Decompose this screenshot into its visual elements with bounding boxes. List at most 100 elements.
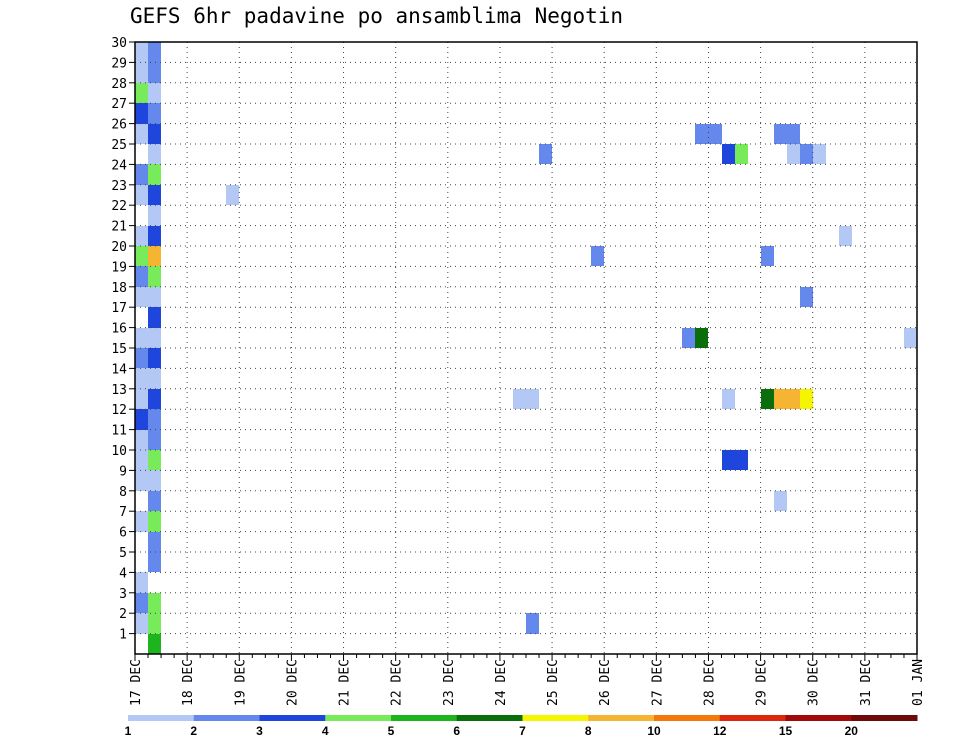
heatmap-cell [708,124,722,144]
heatmap-cell [135,83,148,103]
y-tick-label: 11 [111,424,127,439]
heatmap-cell [135,450,148,470]
heatmap-cell [148,613,161,634]
colorbar-label: 10 [647,724,661,738]
heatmap-cell [148,491,161,511]
y-tick-label: 14 [111,362,127,377]
heatmap-cell [148,246,161,266]
heatmap-cell [148,83,161,103]
heatmap-cell [135,572,148,593]
colorbar-label: 3 [256,724,263,738]
heatmap-cell [539,144,552,164]
heatmap-cell [695,328,708,348]
heatmap-cell [787,124,800,144]
heatmap-cell [148,124,161,144]
colorbar-label: 12 [713,724,727,738]
colorbar: 1 2 3 4 5 6 7 8 10 12 15 20 [125,715,918,738]
heatmap-cell [135,103,148,124]
heatmap-cell [135,62,148,83]
heatmap-cell [148,103,161,124]
x-tick-label: 25 DEC [546,659,561,706]
heatmap-cell [135,287,148,307]
y-tick-label: 2 [119,607,127,622]
y-tick-label: 6 [119,526,127,541]
colorbar-label: 1 [125,724,132,738]
y-tick-label: 7 [119,505,127,520]
y-tick-label: 28 [111,77,127,92]
y-tick-label: 5 [119,546,127,561]
x-tick-label: 28 DEC [702,659,717,706]
heatmap-cell [774,124,787,144]
heatmap-cell [761,389,774,409]
colorbar-swatch [654,715,721,721]
y-tick-label: 30 [111,36,127,51]
colorbar-swatch [128,715,195,721]
heatmap-cell [722,450,735,470]
heatmap-cell [148,348,161,368]
x-tick-label: 26 DEC [598,659,613,706]
colorbar-label: 5 [388,724,395,738]
x-tick-label: 30 DEC [807,659,822,706]
heatmap-cell [148,287,161,307]
x-tick-label: 24 DEC [494,659,509,706]
y-tick-label: 21 [111,220,127,235]
y-tick-label: 8 [119,485,127,500]
heatmap-cell [148,205,161,226]
heatmap-cell [148,185,161,205]
y-tick-label: 9 [119,464,127,479]
heatmap-cell [135,430,148,450]
x-tick-label: 31 DEC [859,659,874,706]
heatmap-cell [761,246,774,266]
chart-title: GEFS 6hr padavine po ansamblima Negotin [130,4,624,28]
x-tick-label: 27 DEC [650,659,665,706]
heatmap-cell [135,389,148,409]
colorbar-label: 20 [845,724,859,738]
colorbar-swatch [851,715,918,721]
x-tick-label: 21 DEC [338,659,353,706]
heatmap-cell [787,144,800,164]
colorbar-swatch [719,715,786,721]
colorbar-label: 2 [190,724,197,738]
heatmap-cell [722,144,735,164]
colorbar-swatch [193,715,260,721]
heatmap-cell [735,450,748,470]
y-tick-label: 15 [111,342,127,357]
heatmap-cell [135,226,148,246]
colorbar-swatch [391,715,458,721]
heatmap-cell [148,42,161,62]
heatmap-cell [135,409,148,430]
y-tick-label: 22 [111,199,127,214]
x-tick-label: 23 DEC [442,659,457,706]
colorbar-label: 4 [322,724,329,738]
y-tick-label: 26 [111,118,127,133]
heatmap-cell [839,226,852,246]
x-tick-label: 17 DEC [129,659,144,706]
y-tick-label: 23 [111,179,127,194]
heatmap-cell [800,389,813,409]
y-tick-label: 3 [119,587,127,602]
heatmap-cell [695,124,708,144]
colorbar-label: 15 [779,724,793,738]
heatmap-cell [148,430,161,450]
heatmap-cell [526,389,539,409]
heatmap-cell [148,307,161,328]
y-tick-label: 16 [111,322,127,337]
heatmap-cell [135,613,148,634]
colorbar-swatch [259,715,326,721]
heatmap-cell [148,593,161,613]
heatmap-cell [526,613,539,634]
colorbar-label: 8 [585,724,592,738]
heatmap-cell [148,266,161,287]
heatmap-cell [800,287,813,307]
y-tick-label: 4 [119,566,127,581]
heatmap-cell [148,328,161,348]
y-tick-label: 25 [111,138,127,153]
heatmap-cells [135,42,917,654]
heatmap-cell [135,470,148,491]
y-tick-label: 19 [111,260,127,275]
heatmap-cell [148,62,161,83]
x-tick-label: 01 JAN [911,659,926,706]
y-tick-label: 10 [111,444,127,459]
y-tick-label: 24 [111,158,127,173]
